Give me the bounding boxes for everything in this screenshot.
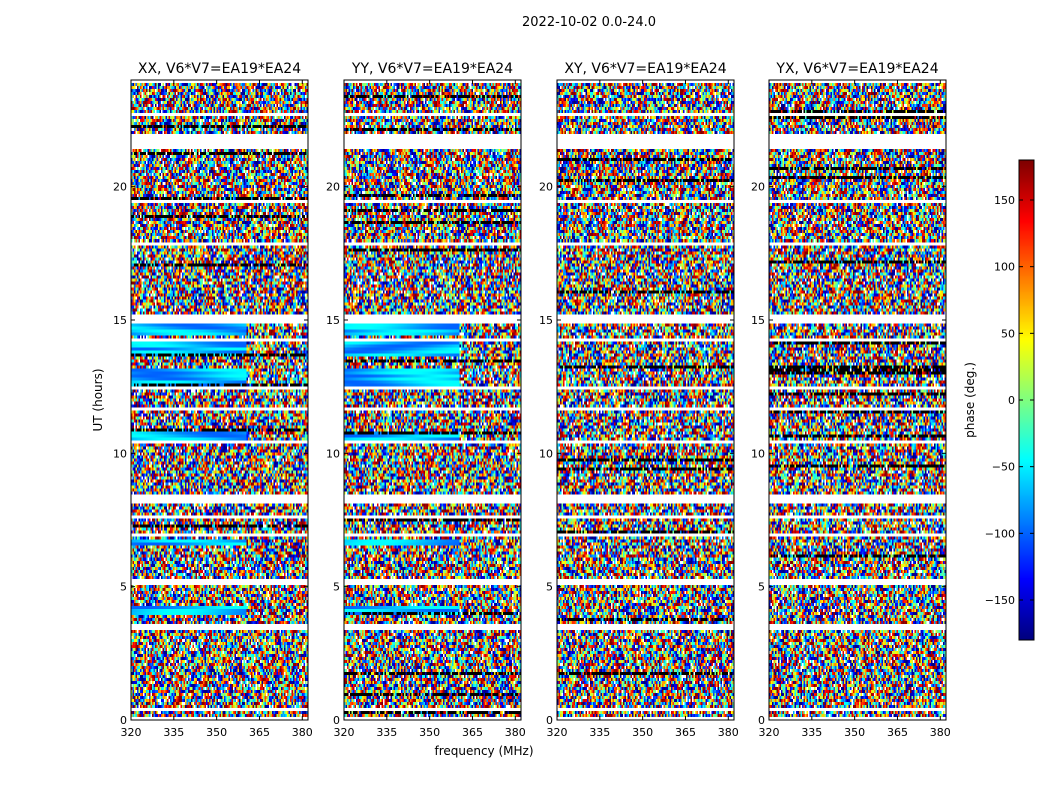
panel-title: XX, V6*V7=EA19*EA24 [138,61,301,77]
y-tick-label: 20 [751,181,765,194]
colorbar-tick-label: −50 [992,461,1015,474]
x-tick-label: 350 [632,726,653,739]
panel-title: YX, V6*V7=EA19*EA24 [775,61,938,77]
y-tick-label: 15 [113,314,127,327]
x-tick-label: 380 [930,726,951,739]
y-tick-label: 0 [546,714,553,727]
y-tick-label: 10 [326,447,340,460]
figure-suptitle: 2022-10-02 0.0-24.0 [522,15,656,30]
colorbar-tick-label: 100 [994,261,1015,274]
x-tick-label: 320 [121,726,142,739]
heatmap-xy [557,80,734,720]
x-tick-label: 380 [505,726,526,739]
colorbar-label: phase (deg.) [963,362,977,438]
panel-yx: YX, V6*V7=EA19*EA24 320 335 350 365 380 0 5 10 15… [751,61,951,739]
panel-frame [556,79,735,721]
x-tick-label: 350 [206,726,227,739]
x-tick-label: 335 [801,726,822,739]
x-tick-label: 335 [163,726,184,739]
colorbar-tick-label: 0 [1008,394,1015,407]
x-tick-label: 365 [887,726,908,739]
y-tick-label: 20 [539,181,553,194]
colorbar: 150 100 50 0 −50 −100 −150 [985,159,1035,641]
x-tick-label: 380 [718,726,739,739]
colorbar-tick-label: 150 [994,194,1015,207]
x-tick-label: 335 [589,726,610,739]
x-tick-label: 320 [759,726,780,739]
y-tick-label: 0 [120,714,127,727]
y-tick-label: 5 [758,581,765,594]
heatmap-xx [131,80,308,720]
colorbar-gradient [1019,160,1034,640]
heatmap-yy [344,80,521,720]
x-tick-label: 350 [419,726,440,739]
x-tick-label: 335 [376,726,397,739]
y-tick-label: 15 [751,314,765,327]
x-tick-label: 365 [462,726,483,739]
x-axis-label: frequency (MHz) [434,744,533,758]
panel-frame [343,79,522,721]
y-tick-label: 20 [113,181,127,194]
y-tick-label: 5 [120,581,127,594]
y-tick-label: 15 [326,314,340,327]
y-tick-label: 0 [333,714,340,727]
x-tick-label: 350 [844,726,865,739]
colorbar-tick-label: 50 [1001,327,1015,340]
x-tick-label: 380 [292,726,313,739]
y-tick-label: 0 [758,714,765,727]
y-tick-label: 5 [333,581,340,594]
panels: XX, V6*V7=EA19*EA24 320 335 350 365 380 0 5 10 15… [113,61,951,739]
panel-title: YY, V6*V7=EA19*EA24 [351,61,513,77]
x-tick-label: 365 [249,726,270,739]
colorbar-tick-label: −150 [985,594,1015,607]
panel-xy: XY, V6*V7=EA19*EA24 320 335 350 365 380 0 5 10 15… [539,61,739,739]
panel-frame [768,79,947,721]
panel-frame [130,79,309,721]
y-tick-label: 15 [539,314,553,327]
y-tick-label: 20 [326,181,340,194]
y-tick-label: 10 [539,447,553,460]
colorbar-tick-label: −100 [985,527,1015,540]
panel-title: XY, V6*V7=EA19*EA24 [564,61,726,77]
x-tick-label: 320 [547,726,568,739]
y-tick-label: 5 [546,581,553,594]
panel-yy: YY, V6*V7=EA19*EA24 320 335 350 365 380 0 5 10 15… [326,61,526,739]
x-tick-label: 320 [334,726,355,739]
heatmap-yx [769,80,946,720]
y-tick-label: 10 [113,447,127,460]
y-tick-label: 10 [751,447,765,460]
x-tick-label: 365 [675,726,696,739]
y-axis-label: UT (hours) [91,368,105,431]
panel-xx: XX, V6*V7=EA19*EA24 320 335 350 365 380 0 5 10 15… [113,61,313,739]
